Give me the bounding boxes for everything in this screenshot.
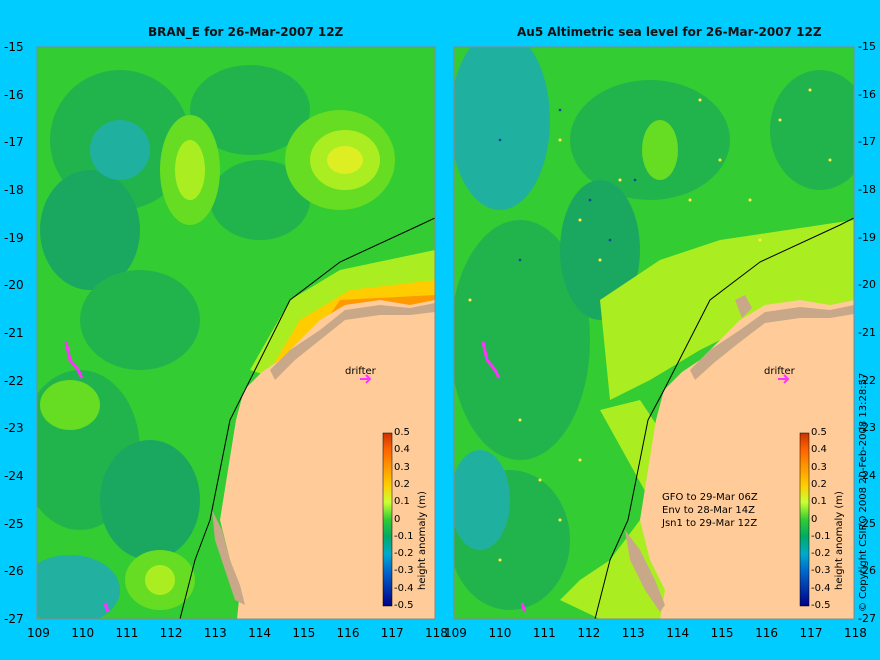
right-colorbar-label: height anomaly (m)	[834, 491, 845, 590]
x-tick-label: 109	[27, 626, 50, 640]
x-tick-label: 114	[248, 626, 272, 640]
colorbar-tick: -0.4	[394, 582, 414, 594]
colorbar-tick: 0.4	[811, 444, 827, 456]
colorbar-tick: 0.1	[394, 496, 410, 508]
copyright-credit: © Copyright CSIRO 2008 20-Feb-2008 13:28…	[858, 372, 869, 612]
x-tick-label: 109	[444, 626, 467, 640]
right-drifter-label: drifter	[764, 366, 795, 377]
x-tick-label: 112	[159, 626, 183, 640]
colorbar-tick: 0.5	[394, 427, 410, 438]
y-tick-label: -20	[858, 278, 876, 292]
y-tick-label: -27	[4, 612, 24, 626]
y-tick-label: -18	[4, 183, 24, 197]
x-tick-label: 118	[844, 626, 867, 640]
colorbar-tick: 0.1	[811, 496, 827, 508]
colorbar-tick: 0	[394, 513, 401, 525]
x-tick-label: 113	[203, 626, 227, 640]
right-map	[454, 47, 854, 619]
y-tick-label: -21	[4, 326, 24, 340]
colorbar-tick: 0.2	[811, 478, 827, 490]
colorbar-tick: -0.5	[811, 600, 831, 611]
x-tick-label: 111	[532, 626, 556, 640]
y-tick-label: -18	[858, 183, 876, 196]
y-tick-label: -25	[4, 516, 24, 531]
y-tick-label: -19	[858, 230, 876, 244]
x-tick-label: 111	[115, 626, 139, 640]
y-tick-label: -15	[4, 40, 24, 54]
x-tick-label: 117	[380, 626, 404, 640]
right-colorbar	[799, 432, 810, 607]
colorbar-tick: 0.3	[394, 461, 410, 473]
altimetry-points	[468, 88, 832, 562]
colorbar-tick: -0.3	[394, 565, 414, 577]
y-tick-label: -27	[858, 612, 876, 625]
y-tick-label: -20	[4, 278, 24, 293]
x-tick-label: 118	[425, 626, 448, 640]
x-tick-label: 115	[292, 626, 316, 640]
env-note: Env to 28-Mar 14Z	[662, 505, 755, 516]
colorbar-tick: -0.4	[811, 582, 831, 594]
y-tick-label: -24	[4, 469, 24, 483]
y-tick-label: -26	[858, 564, 876, 578]
y-tick-label: -26	[4, 564, 24, 579]
y-tick-label: -19	[4, 230, 24, 245]
y-tick-label: -25	[858, 516, 876, 530]
x-tick-label: 116	[755, 626, 779, 640]
y-tick-label: -17	[858, 135, 876, 149]
colorbar-tick: 0.2	[394, 478, 410, 490]
colorbar-tick: -0.2	[811, 548, 831, 560]
x-tick-label: 110	[71, 626, 95, 640]
colorbar-tick: -0.3	[811, 565, 831, 577]
y-tick-label: -15	[858, 40, 876, 53]
x-tick-label: 114	[666, 626, 690, 640]
y-tick-label: -24	[858, 469, 876, 482]
y-tick-label: -17	[4, 135, 24, 150]
y-tick-label: -23	[858, 421, 876, 435]
x-tick-label: 112	[577, 626, 601, 640]
jsn1-note: Jsn1 to 29-Mar 12Z	[662, 518, 758, 529]
x-tick-label: 117	[799, 626, 823, 640]
x-tick-label: 113	[621, 626, 645, 640]
colorbar-tick: 0.5	[811, 427, 827, 438]
y-tick-label: -16	[858, 87, 876, 101]
x-tick-label: 116	[336, 626, 360, 640]
y-tick-label: -22	[858, 373, 876, 387]
left-drifter-label: drifter	[345, 366, 376, 377]
y-tick-label: -21	[858, 326, 876, 339]
colorbar-tick: 0.3	[811, 461, 827, 473]
colorbar-tick: 0.4	[394, 444, 410, 456]
x-tick-label: 115	[710, 626, 734, 640]
right-panel-title: Au5 Altimetric sea level for 26-Mar-2007…	[517, 25, 822, 39]
x-tick-label: 110	[488, 626, 512, 640]
colorbar-tick: -0.1	[394, 530, 414, 542]
y-tick-label: -23	[4, 421, 24, 436]
y-tick-label: -16	[4, 87, 24, 102]
left-map	[37, 47, 435, 619]
left-colorbar-label: height anomaly (m)	[417, 491, 428, 590]
colorbar-tick: -0.2	[394, 548, 414, 560]
left-colorbar	[382, 432, 393, 607]
colorbar-tick: -0.1	[811, 530, 831, 542]
colorbar-tick: -0.5	[394, 600, 414, 611]
colorbar-tick: 0	[811, 513, 818, 525]
y-tick-label: -22	[4, 373, 24, 388]
left-panel-title: BRAN_E for 26-Mar-2007 12Z	[148, 25, 344, 39]
gfo-note: GFO to 29-Mar 06Z	[662, 492, 758, 503]
